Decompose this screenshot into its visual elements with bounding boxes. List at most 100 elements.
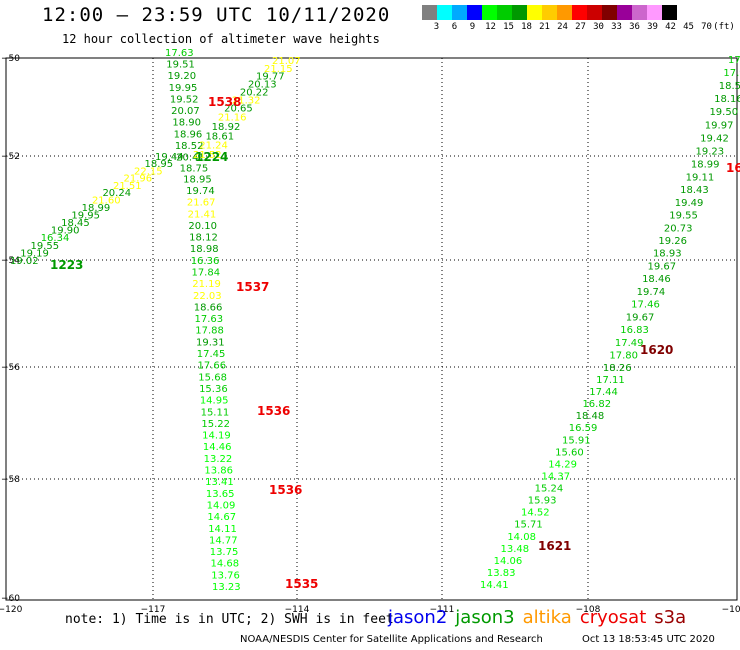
wave-height-label: 14.29 [548,459,577,470]
wave-height-label: 18.96 [174,129,203,140]
latitude-label: −60 [1,594,20,604]
wave-height-label: 20.07 [171,106,200,117]
wave-height-label: 20.24 [102,188,131,199]
wave-height-label: 14.67 [207,512,236,523]
scale-tick-label: 33 [611,22,622,32]
wave-height-label: 17.45 [197,349,226,360]
color-scale-labels: 3 6 9 12 15 18 21 24 27 30 33 36 39 42 45 70 (ft) [422,22,740,34]
wave-height-label: 18.93 [653,249,682,260]
wave-height-label: 13.75 [210,547,239,558]
satellite-legend-cryosat: cryosat [579,607,647,628]
wave-height-label: 19.20 [167,71,196,82]
pass-time-label: 1223 [50,258,83,272]
wave-height-label: 21.60 [92,195,121,206]
wave-height-label: 18.90 [172,118,201,129]
wave-height-label: 19.55 [669,211,698,222]
scale-swatch [587,5,602,20]
wave-height-label: 14.95 [200,396,229,407]
scale-swatch [422,5,437,20]
wave-height-label: 18.75 [180,164,209,175]
wave-height-label: 15.93 [528,496,557,507]
wave-height-label: 19.23 [696,146,725,157]
note-text: note: 1) Time is in UTC; 2) SWH is in fe… [65,612,394,627]
latitude-label: −50 [1,54,20,64]
scale-tick-label: 27 [575,22,586,32]
wave-height-label: 15.71 [514,520,543,531]
wave-height-label: 16.34 [41,233,70,244]
wave-height-label: 18.52 [175,141,204,152]
scale-tick-label: 30 [593,22,604,32]
latitude-label: −52 [1,152,20,162]
wave-height-label: 14.19 [202,431,231,442]
wave-height-label: 13.48 [500,544,529,555]
wave-height-label: 13.65 [206,489,235,500]
scale-tick-label: 21 [539,22,550,32]
wave-height-label: 21.96 [123,174,152,185]
scale-tick-label: 3 [433,22,440,32]
wave-height-label: 17.63 [165,48,194,59]
wave-height-label: 19.50 [709,107,738,118]
wave-height-label: 18.43 [680,185,709,196]
wave-height-label: 14.52 [521,508,550,519]
wave-height-label: 15.60 [555,447,584,458]
scale-swatch [467,5,482,20]
wave-height-label: 18.98 [190,244,219,255]
satellite-legend-altika: altika [522,607,572,628]
wave-height-label: 17.11 [596,375,625,386]
latitude-label: −58 [1,475,20,485]
satellite-legend-jason2: jason2 [388,607,448,628]
footer-credit: NOAA/NESDIS Center for Satellite Applica… [240,634,543,645]
pass-time-label: 1224 [195,150,228,164]
wave-height-label: 15.68 [198,372,227,383]
wave-height-label: 19.52 [170,94,199,105]
wave-height-label: 14.37 [541,471,570,482]
pass-time-label: 1536 [257,404,290,418]
wave-height-label: 19.95 [71,210,100,221]
wave-height-label: 13.23 [212,582,241,593]
wave-height-label: 19.44 [155,152,184,163]
scale-swatch [512,5,527,20]
wave-height-label: 14.08 [507,532,536,543]
wave-height-label: 17.93 [723,68,740,79]
wave-height-label: 18.16 [714,94,740,105]
wave-height-label: 13.83 [487,568,516,579]
wave-height-label: 16.36 [191,256,220,267]
scale-tick-label: 45 [683,22,694,32]
longitude-label: −108 [576,605,601,615]
wave-height-label: 14.06 [494,556,523,567]
wave-height-label: 21.32 [232,95,261,106]
scale-tick-label: 42 [665,22,676,32]
scale-swatch [662,5,677,20]
wave-height-label: 19.67 [648,261,677,272]
scale-swatch [542,5,557,20]
pass-time-label: 1620 [640,343,673,357]
satellite-legend: jason2 jason3 altika cryosat s3a [388,607,694,628]
wave-height-label: 16.82 [582,399,611,410]
scale-tick-label: 36 [629,22,640,32]
wave-height-label: 19.74 [637,287,666,298]
wave-height-label: 20.13 [248,80,277,91]
pass-time-label: 1537 [236,280,269,294]
scale-tick-label: 15 [503,22,514,32]
scale-swatch [572,5,587,20]
wave-height-label: 19.49 [675,198,704,209]
longitude-label: −120 [0,605,23,615]
wave-height-label: 17.80 [609,351,638,362]
wave-height-label: 21.52 [193,150,222,161]
wave-height-label: 20.10 [188,221,217,232]
scale-swatch [632,5,647,20]
scale-swatch [647,5,662,20]
wave-height-label: 14.68 [210,559,239,570]
longitude-label: −114 [285,605,310,615]
wave-height-label: 22.03 [193,291,222,302]
pass-time-label: 16 [726,161,740,175]
wave-height-label: 18.66 [194,302,223,313]
wave-height-label: 14.09 [207,500,236,511]
footer-timestamp: Oct 13 18:53:45 UTC 2020 [582,634,715,645]
wave-height-label: 17.44 [589,387,618,398]
latitude-label: −56 [1,363,20,373]
scale-tick-label: 18 [521,22,532,32]
pass-time-label: 1536 [269,483,302,497]
wave-height-label: 19.31 [196,337,225,348]
wave-height-label: 19.97 [705,120,734,131]
